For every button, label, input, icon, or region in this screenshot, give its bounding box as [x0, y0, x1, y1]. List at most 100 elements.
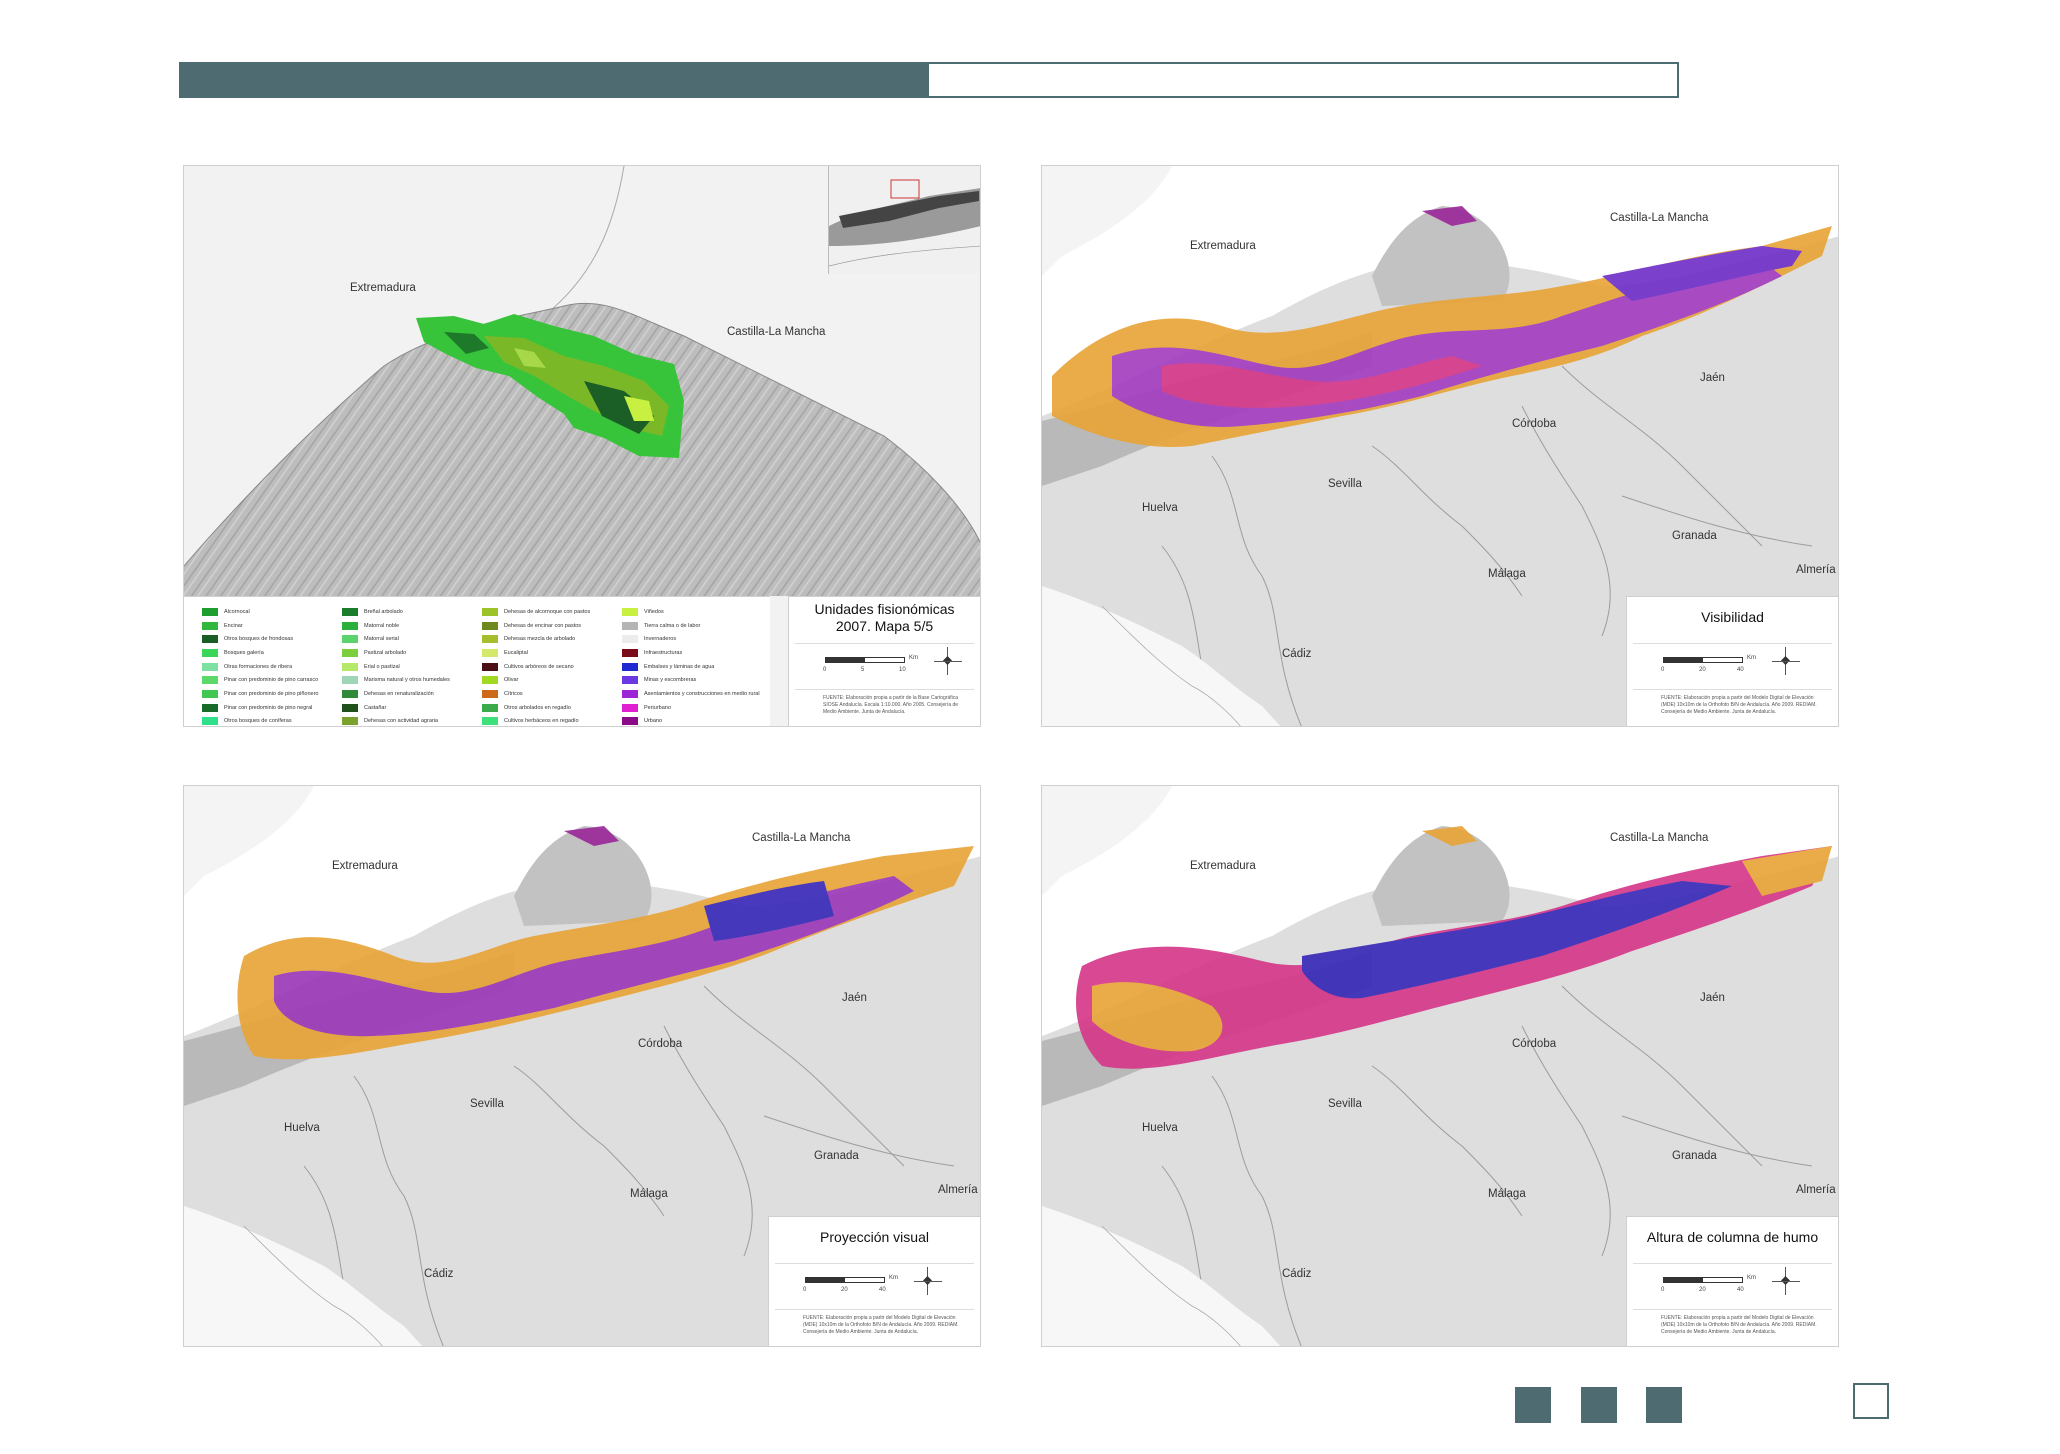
- map-title: Visibilidad: [1701, 609, 1764, 625]
- north-arrow-icon: [914, 1267, 942, 1295]
- legend-swatch: [622, 689, 638, 698]
- legend-label: Dehesas de alcornoque con pastos: [504, 608, 591, 615]
- scale-label-mid: 5: [861, 667, 865, 673]
- map-title-box: Altura de columna de humo 0 20 40 Km FUE…: [1626, 1216, 1838, 1346]
- place-granada: Granada: [1672, 1150, 1717, 1162]
- legend-label: Otros arbolados en regadío: [504, 704, 571, 711]
- map-source-note: FUENTE: Elaboración propia a partir del …: [1661, 1315, 1817, 1335]
- legend-swatch: [342, 717, 358, 726]
- scale-bar: [1663, 657, 1743, 663]
- legend-item: Otras formaciones de ribera: [202, 660, 342, 674]
- nav-square-1[interactable]: [1515, 1387, 1551, 1423]
- legend-label: Dehesas mezcla de arbolado: [504, 636, 576, 643]
- scale-label-mid: 20: [1699, 667, 1706, 673]
- legend-label: Bosques galería: [224, 649, 264, 656]
- legend-label: Urbano: [644, 718, 663, 725]
- legend-item: Encinar: [202, 619, 342, 633]
- scale-unit: Km: [889, 1275, 898, 1281]
- legend-item: Matorral serial: [342, 632, 482, 646]
- legend-swatch: [622, 717, 638, 726]
- legend-swatch: [202, 648, 218, 657]
- legend-item: Tierra calma o de labor: [622, 619, 762, 633]
- legend-label: Pinar con predominio de pino piñonero: [224, 690, 319, 697]
- legend-swatch: [342, 635, 358, 644]
- north-arrow-icon: [1772, 1267, 1800, 1295]
- map-panel-altura-columna-humo: Extremadura Castilla-La Mancha Jaén Córd…: [1041, 785, 1839, 1347]
- legend-swatch: [622, 621, 638, 630]
- legend-swatch: [622, 635, 638, 644]
- nav-square-3[interactable]: [1646, 1387, 1682, 1423]
- place-cadiz: Cádiz: [1282, 648, 1312, 660]
- place-granada: Granada: [1672, 530, 1717, 542]
- scale-bar: [1663, 1277, 1743, 1283]
- legend-label: Otros bosques de coníferas: [224, 718, 292, 725]
- place-sevilla: Sevilla: [1328, 478, 1362, 490]
- legend-swatch: [622, 703, 638, 712]
- legend-label: Pastizal arbolado: [364, 649, 407, 656]
- legend-swatch: [622, 676, 638, 685]
- place-sevilla: Sevilla: [470, 1098, 504, 1110]
- map-title-box: Unidades fisionómicas 2007. Mapa 5/5 0 5…: [788, 596, 980, 726]
- place-huelva: Huelva: [1142, 502, 1178, 514]
- place-extremadura: Extremadura: [1190, 240, 1256, 252]
- legend-label: Cultivos arbóreos de secano: [504, 663, 574, 670]
- legend-item: Viñedos: [622, 605, 762, 619]
- legend-item: Periurbano: [622, 701, 762, 715]
- place-cadiz: Cádiz: [1282, 1268, 1312, 1280]
- north-arrow-icon: [1772, 647, 1800, 675]
- legend-label: Invernaderos: [644, 636, 677, 643]
- map-panel-proyeccion-visual: Extremadura Castilla-La Mancha Jaén Córd…: [183, 785, 981, 1347]
- legend-item: Cítricos: [482, 687, 622, 701]
- nav-square-2[interactable]: [1581, 1387, 1617, 1423]
- legend-label: Dehesas con actividad agraria: [364, 718, 438, 725]
- scale-label-mid: 20: [1699, 1287, 1706, 1293]
- humo-raster-overlay: [1076, 826, 1832, 1069]
- legend-label: Olivar: [504, 677, 519, 684]
- scale-label-end: 40: [1737, 667, 1744, 673]
- legend-item: Dehesas con actividad agraria: [342, 715, 482, 727]
- legend-label: Matorral noble: [364, 622, 400, 629]
- legend-swatch: [482, 648, 498, 657]
- place-jaen: Jaén: [1700, 992, 1725, 1004]
- legend-item: Pinar con predominio de pino piñonero: [202, 687, 342, 701]
- legend-swatch: [482, 607, 498, 616]
- map-title-line1: Unidades fisionómicas: [814, 601, 955, 617]
- map-panel-unidades-fisionomicas: Extremadura Castilla-La Mancha Alcornoca…: [183, 165, 981, 727]
- legend-item: Dehesas de alcornoque con pastos: [482, 605, 622, 619]
- legend-swatch: [202, 621, 218, 630]
- scale-label-mid: 20: [841, 1287, 848, 1293]
- scale-label-start: 0: [803, 1287, 807, 1293]
- legend-swatch: [202, 635, 218, 644]
- legend-swatch: [202, 607, 218, 616]
- header-progress-fill: [181, 64, 929, 96]
- place-castilla-la-mancha: Castilla-La Mancha: [727, 326, 826, 338]
- legend-label: Periurbano: [644, 704, 671, 711]
- scale-bar: [825, 657, 905, 663]
- legend-swatch: [482, 676, 498, 685]
- legend-item: Alcornocal: [202, 605, 342, 619]
- legend-swatch: [342, 662, 358, 671]
- legend-grid: Alcornocal Encinar Otros bosques de frondo…: [202, 605, 770, 727]
- legend-label: Cultivos herbáceos en regadío: [504, 718, 579, 725]
- legend-item: Olivar: [482, 673, 622, 687]
- legend-swatch: [202, 703, 218, 712]
- legend-swatch: [342, 648, 358, 657]
- legend-item: Urbano: [622, 715, 762, 727]
- legend-label: Breñal arbolado: [364, 608, 403, 615]
- map-title-box: Visibilidad 0 20 40 Km FUENTE: Elaboraci…: [1626, 596, 1838, 726]
- legend-item: Pinar con predominio de pino carrasco: [202, 673, 342, 687]
- legend-item: Eucaliptal: [482, 646, 622, 660]
- place-jaen: Jaén: [842, 992, 867, 1004]
- locator-inset-map: [828, 166, 980, 274]
- map-legend: Alcornocal Encinar Otros bosques de frondo…: [184, 596, 770, 726]
- legend-item: Dehesas mezcla de arbolado: [482, 632, 622, 646]
- legend-item: Dehesas en renaturalización: [342, 687, 482, 701]
- legend-swatch: [342, 621, 358, 630]
- legend-item: Castañar: [342, 701, 482, 715]
- legend-label: Alcornocal: [224, 608, 250, 615]
- place-extremadura: Extremadura: [332, 860, 398, 872]
- nav-square-empty[interactable]: [1853, 1383, 1889, 1419]
- legend-item: Minas y escombreras: [622, 673, 762, 687]
- legend-label: Marisma natural y otros humedales: [364, 677, 450, 684]
- legend-swatch: [622, 662, 638, 671]
